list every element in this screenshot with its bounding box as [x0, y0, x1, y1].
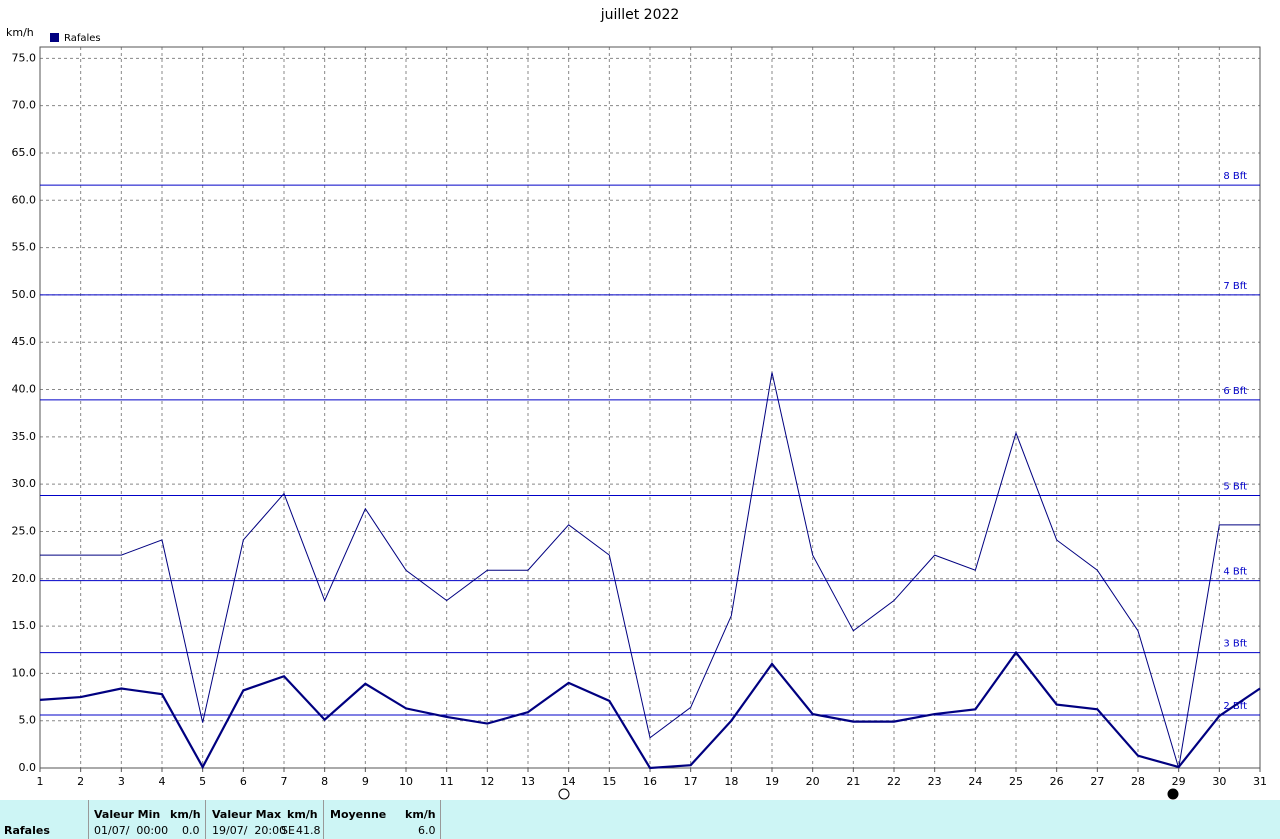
x-tick-label: 22	[887, 775, 901, 788]
x-tick-label: 29	[1172, 775, 1186, 788]
beaufort-label: 7 Bft	[1223, 281, 1247, 292]
x-tick-label: 12	[480, 775, 494, 788]
y-tick-label: 20.0	[12, 572, 37, 585]
header: Valeur Max	[212, 808, 282, 821]
x-tick-label: 14	[562, 775, 576, 788]
y-tick-label: 10.0	[12, 666, 37, 679]
x-tick-label: 31	[1253, 775, 1267, 788]
x-tick-label: 28	[1131, 775, 1145, 788]
separator	[440, 800, 441, 839]
cell: 41.8	[296, 824, 321, 837]
beaufort-label: 6 Bft	[1223, 386, 1247, 397]
separator	[205, 800, 206, 839]
cell: 01/07/ 00:00	[94, 824, 169, 837]
x-tick-label: 10	[399, 775, 413, 788]
x-tick-label: 17	[684, 775, 698, 788]
series-line	[40, 372, 1260, 769]
y-tick-label: 75.0	[12, 51, 37, 64]
y-tick-label: 30.0	[12, 477, 37, 490]
beaufort-label: 5 Bft	[1223, 481, 1247, 492]
y-tick-label: 40.0	[12, 383, 37, 396]
y-tick-label: 45.0	[12, 335, 37, 348]
beaufort-label: 4 Bft	[1223, 567, 1247, 578]
x-tick-label: 20	[806, 775, 820, 788]
beaufort-label: 3 Bft	[1223, 639, 1247, 650]
y-tick-label: 60.0	[12, 193, 37, 206]
chart: juillet 2022 km/h Rafales 0.0 5.0 10.0 15.0…	[6, 7, 1267, 800]
x-tick-label: 26	[1050, 775, 1064, 788]
header: km/h	[170, 808, 201, 821]
x-tick-label: 24	[968, 775, 982, 788]
x-tick-label: 7	[281, 775, 288, 788]
y-tick-label: 15.0	[12, 619, 37, 632]
cell: 0.0	[182, 824, 200, 837]
chart-title: juillet 2022	[600, 7, 680, 23]
y-tick-label: 50.0	[12, 288, 37, 301]
moon-new	[1167, 788, 1179, 800]
x-tick-label: 25	[1009, 775, 1023, 788]
legend-label: Rafales	[64, 33, 101, 44]
x-tick-label: 23	[928, 775, 942, 788]
header: Moyenne	[330, 808, 387, 821]
y-tick-label: 35.0	[12, 430, 37, 443]
moon-full	[558, 788, 570, 800]
x-tick-label: 9	[362, 775, 369, 788]
x-tick-label: 19	[765, 775, 779, 788]
header: km/h	[287, 808, 318, 821]
y-tick-label: 70.0	[12, 99, 37, 112]
y-unit: km/h	[6, 26, 34, 39]
x-tick-label: 27	[1090, 775, 1104, 788]
x-tick-label: 13	[521, 775, 535, 788]
x-tick-label: 15	[602, 775, 616, 788]
x-tick-label: 4	[159, 775, 166, 788]
header: Valeur Min	[94, 808, 161, 821]
x-tick-label: 6	[240, 775, 247, 788]
x-tick-label: 5	[199, 775, 206, 788]
separator	[88, 800, 89, 839]
y-tick-label: 25.0	[12, 524, 37, 537]
legend-swatch	[50, 33, 59, 42]
y-tick-label: 65.0	[12, 146, 37, 159]
y-tick-label: 5.0	[19, 714, 37, 727]
y-tick-label: 55.0	[12, 241, 37, 254]
x-tick-label: 21	[846, 775, 860, 788]
x-tick-label: 30	[1212, 775, 1226, 788]
cell: 6.0	[418, 824, 436, 837]
separator	[323, 800, 324, 839]
cell: SE	[281, 824, 295, 837]
x-tick-label: 8	[321, 775, 328, 788]
x-tick-label: 2	[77, 775, 84, 788]
x-tick-label: 16	[643, 775, 657, 788]
x-tick-label: 18	[724, 775, 738, 788]
summary-table: Rafales Valeur Min km/h Valeur Max km/h …	[0, 800, 1280, 839]
cell: 19/07/ 20:00	[212, 824, 287, 837]
beaufort-label: 8 Bft	[1223, 171, 1247, 182]
x-tick-label: 1	[37, 775, 44, 788]
series-line	[39, 650, 1261, 770]
header: km/h	[405, 808, 436, 821]
x-tick-label: 3	[118, 775, 125, 788]
row-label: Rafales	[4, 824, 50, 837]
y-tick-label: 0.0	[19, 761, 37, 774]
x-tick-label: 11	[440, 775, 454, 788]
